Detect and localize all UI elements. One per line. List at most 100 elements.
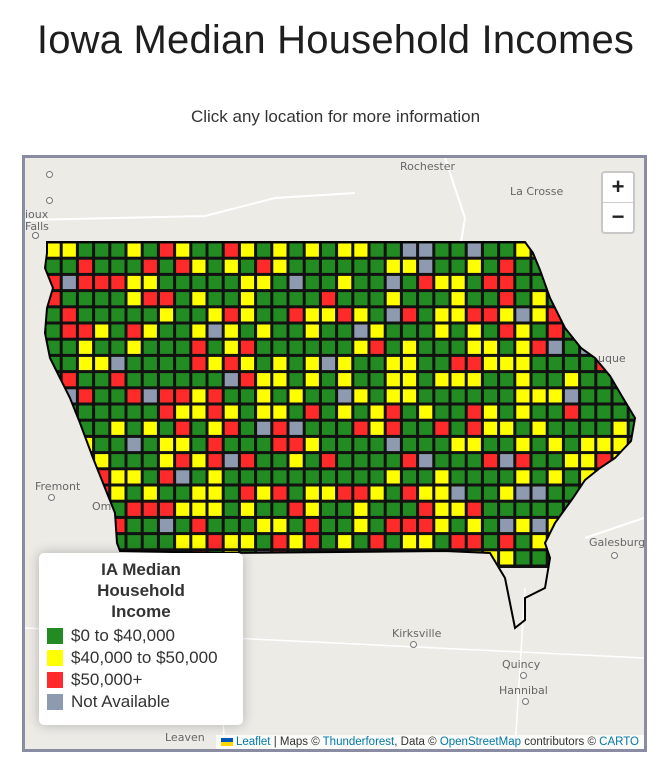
census-tract[interactable] <box>483 243 498 257</box>
census-tract[interactable] <box>95 373 109 387</box>
zoom-out-button[interactable]: − <box>603 202 633 232</box>
census-tract[interactable] <box>46 535 60 549</box>
census-tract[interactable] <box>451 454 465 468</box>
census-tract[interactable] <box>289 454 303 468</box>
census-tract[interactable] <box>467 535 481 549</box>
census-tract[interactable] <box>240 292 255 306</box>
census-tract[interactable] <box>78 324 93 338</box>
census-tract[interactable] <box>143 324 157 338</box>
census-tract[interactable] <box>467 518 481 533</box>
census-tract[interactable] <box>127 486 141 500</box>
census-tract[interactable] <box>338 243 352 257</box>
census-tract[interactable] <box>564 535 579 549</box>
census-tract[interactable] <box>435 454 449 468</box>
census-tract[interactable] <box>176 243 190 257</box>
census-tract[interactable] <box>78 275 93 290</box>
census-tract[interactable] <box>111 356 125 371</box>
census-tract[interactable] <box>386 308 400 322</box>
census-tract[interactable] <box>483 356 498 371</box>
census-tract[interactable] <box>95 454 109 468</box>
census-tract[interactable] <box>370 259 384 273</box>
census-tract[interactable] <box>240 437 255 452</box>
census-tract[interactable] <box>597 405 611 419</box>
census-tract[interactable] <box>354 535 368 549</box>
census-tract[interactable] <box>386 421 400 435</box>
census-tract[interactable] <box>629 324 643 338</box>
census-tract[interactable] <box>224 373 238 387</box>
census-tract[interactable] <box>419 437 433 452</box>
census-tract[interactable] <box>419 389 433 403</box>
census-tract[interactable] <box>127 275 141 290</box>
census-tract[interactable] <box>435 243 449 257</box>
census-tract[interactable] <box>289 340 303 354</box>
census-tract[interactable] <box>370 275 384 290</box>
census-tract[interactable] <box>402 292 417 306</box>
census-tract[interactable] <box>500 502 514 516</box>
census-tract[interactable] <box>338 356 352 371</box>
census-tract[interactable] <box>629 502 643 516</box>
census-tract[interactable] <box>95 275 109 290</box>
census-tract[interactable] <box>159 356 174 371</box>
census-tract[interactable] <box>321 243 336 257</box>
census-tract[interactable] <box>305 389 319 403</box>
census-tract[interactable] <box>273 437 287 452</box>
census-tract[interactable] <box>46 243 60 257</box>
census-tract[interactable] <box>143 486 157 500</box>
census-tract[interactable] <box>500 340 514 354</box>
census-tract[interactable] <box>305 259 319 273</box>
census-tract[interactable] <box>402 389 417 403</box>
census-tract[interactable] <box>419 356 433 371</box>
census-tract[interactable] <box>386 518 400 533</box>
census-tract[interactable] <box>435 340 449 354</box>
census-tract[interactable] <box>354 502 368 516</box>
census-tract[interactable] <box>516 518 530 533</box>
census-tract[interactable] <box>500 421 514 435</box>
census-tract[interactable] <box>127 243 141 257</box>
census-tract[interactable] <box>127 292 141 306</box>
census-tract[interactable] <box>273 518 287 533</box>
census-tract[interactable] <box>224 356 238 371</box>
census-tract[interactable] <box>402 405 417 419</box>
census-tract[interactable] <box>532 486 546 500</box>
census-tract[interactable] <box>516 437 530 452</box>
census-tract[interactable] <box>338 470 352 484</box>
census-tract[interactable] <box>224 340 238 354</box>
census-tract[interactable] <box>564 470 579 484</box>
census-tract[interactable] <box>240 518 255 533</box>
census-tract[interactable] <box>192 308 206 322</box>
census-tract[interactable] <box>354 437 368 452</box>
census-tract[interactable] <box>240 486 255 500</box>
census-tract[interactable] <box>62 421 76 435</box>
census-tract[interactable] <box>483 421 498 435</box>
census-tract[interactable] <box>435 324 449 338</box>
census-tract[interactable] <box>451 308 465 322</box>
census-tract[interactable] <box>257 340 271 354</box>
census-tract[interactable] <box>548 535 562 549</box>
census-tract[interactable] <box>78 389 93 403</box>
census-tract[interactable] <box>597 259 611 273</box>
census-tract[interactable] <box>419 405 433 419</box>
census-tract[interactable] <box>451 421 465 435</box>
census-tract[interactable] <box>516 389 530 403</box>
census-tract[interactable] <box>500 324 514 338</box>
census-tract[interactable] <box>143 518 157 533</box>
census-tract[interactable] <box>386 486 400 500</box>
census-tract[interactable] <box>386 437 400 452</box>
census-tract[interactable] <box>257 535 271 549</box>
census-tract[interactable] <box>500 470 514 484</box>
census-tract[interactable] <box>419 486 433 500</box>
census-tract[interactable] <box>159 259 174 273</box>
census-tract[interactable] <box>613 405 627 419</box>
census-tract[interactable] <box>240 421 255 435</box>
census-tract[interactable] <box>159 275 174 290</box>
census-tract[interactable] <box>208 502 222 516</box>
census-tract[interactable] <box>451 259 465 273</box>
census-tract[interactable] <box>532 324 546 338</box>
census-tract[interactable] <box>564 356 579 371</box>
census-tract[interactable] <box>402 308 417 322</box>
census-tract[interactable] <box>338 259 352 273</box>
map-container[interactable]: Rochester La Crosse ioux Falls Fremont Om uque… <box>22 155 647 752</box>
census-tract[interactable] <box>435 551 449 565</box>
census-tract[interactable] <box>564 389 579 403</box>
census-tract[interactable] <box>613 470 627 484</box>
